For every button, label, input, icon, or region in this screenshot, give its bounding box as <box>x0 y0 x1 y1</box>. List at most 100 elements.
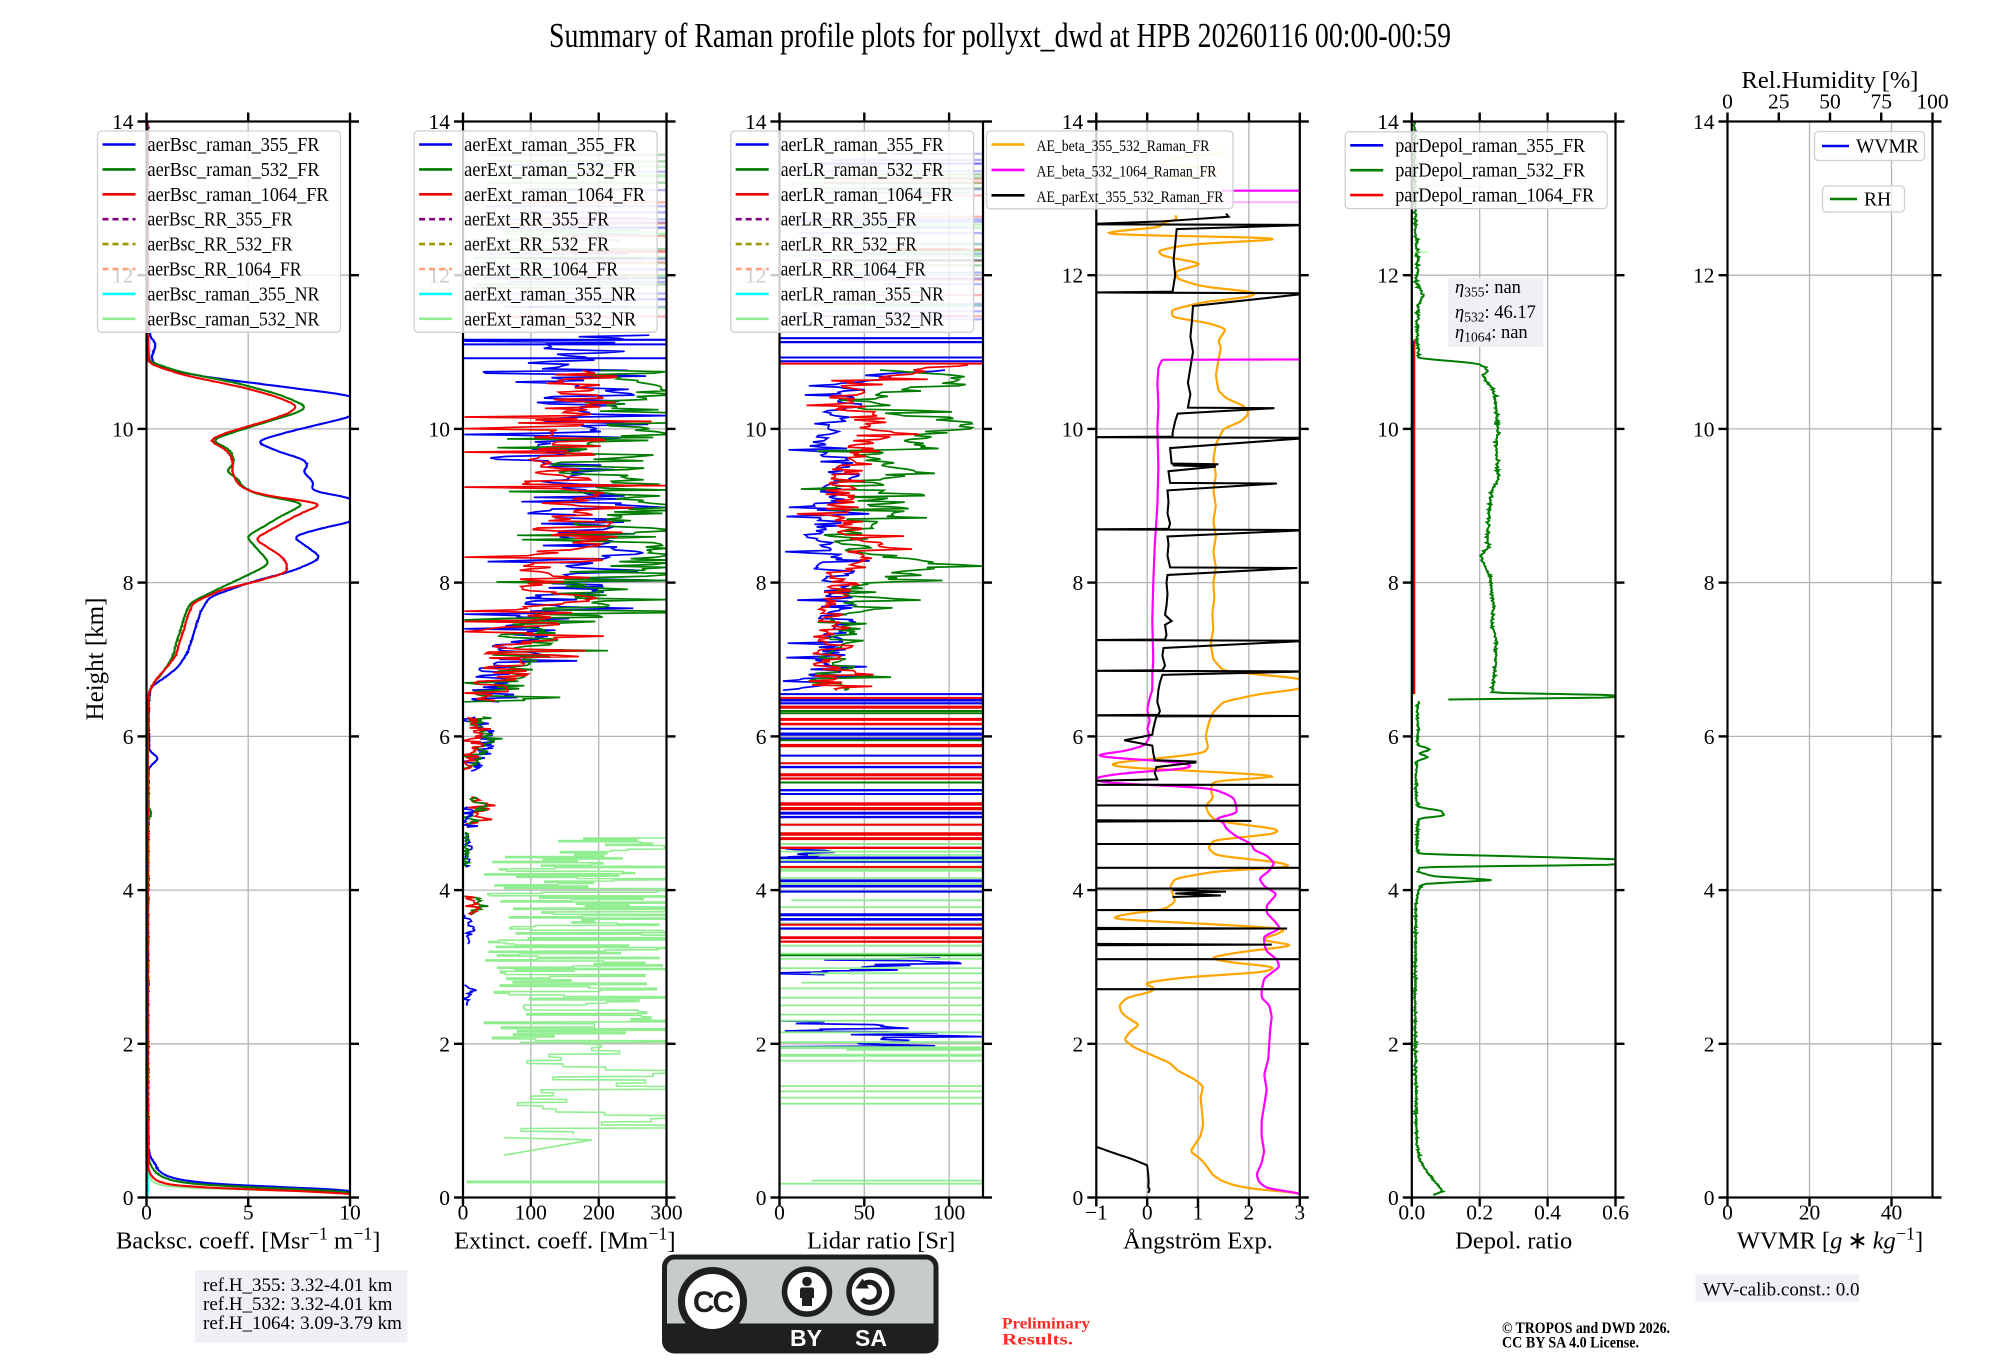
svg-text:Preliminary: Preliminary <box>1002 1316 1090 1333</box>
svg-text:ref.H_532: 3.32-4.01 km: ref.H_532: 3.32-4.01 km <box>203 1294 393 1315</box>
svg-text:Rel.Humidity [%]: Rel.Humidity [%] <box>1742 67 1919 94</box>
svg-text:0.4: 0.4 <box>1534 1201 1561 1225</box>
svg-text:Results.: Results. <box>1002 1332 1073 1349</box>
svg-text:0: 0 <box>1722 1201 1733 1225</box>
svg-text:Depol. ratio: Depol. ratio <box>1455 1228 1572 1255</box>
svg-text:10: 10 <box>745 417 767 441</box>
svg-text:Ångström Exp.: Ångström Exp. <box>1123 1228 1273 1255</box>
svg-text:2: 2 <box>1704 1032 1715 1056</box>
svg-text:BY: BY <box>790 1325 822 1351</box>
svg-text:25: 25 <box>1768 90 1790 114</box>
svg-text:aerExt_raman_532_FR: aerExt_raman_532_FR <box>464 160 636 181</box>
svg-text:14: 14 <box>745 110 767 134</box>
svg-text:aerExt_RR_1064_FR: aerExt_RR_1064_FR <box>464 260 618 281</box>
svg-text:0: 0 <box>756 1186 767 1210</box>
svg-text:aerLR_raman_532_NR: aerLR_raman_532_NR <box>781 309 944 330</box>
svg-text:6: 6 <box>756 725 767 749</box>
svg-text:aerLR_RR_532_FR: aerLR_RR_532_FR <box>781 235 917 256</box>
svg-text:η355: nan: η355: nan <box>1455 278 1521 300</box>
svg-text:ref.H_1064: 3.09-3.79 km: ref.H_1064: 3.09-3.79 km <box>203 1313 402 1334</box>
svg-text:6: 6 <box>1704 725 1715 749</box>
svg-text:0: 0 <box>123 1186 134 1210</box>
svg-text:Lidar ratio [Sr]: Lidar ratio [Sr] <box>807 1228 955 1255</box>
svg-text:Extinct. coeff. [Mm−1​]: Extinct. coeff. [Mm−1​] <box>454 1224 675 1255</box>
svg-text:aerBsc_RR_1064_FR: aerBsc_RR_1064_FR <box>148 260 302 281</box>
svg-text:aerBsc_RR_532_FR: aerBsc_RR_532_FR <box>148 235 293 256</box>
svg-text:parDepol_raman_532_FR: parDepol_raman_532_FR <box>1395 161 1585 182</box>
svg-text:η532: 46.17: η532: 46.17 <box>1455 303 1536 325</box>
svg-text:aerBsc_RR_355_FR: aerBsc_RR_355_FR <box>148 210 293 231</box>
svg-text:2: 2 <box>439 1032 450 1056</box>
svg-text:6: 6 <box>1073 725 1084 749</box>
svg-text:2: 2 <box>1388 1032 1399 1056</box>
svg-text:4: 4 <box>439 879 450 903</box>
svg-text:12: 12 <box>1062 264 1084 288</box>
svg-text:© TROPOS and DWD 2026.: © TROPOS and DWD 2026. <box>1502 1320 1670 1337</box>
svg-text:aerBsc_raman_355_FR: aerBsc_raman_355_FR <box>148 135 320 156</box>
svg-text:10: 10 <box>429 417 451 441</box>
svg-text:0: 0 <box>1388 1186 1399 1210</box>
svg-text:Summary of Raman profile plots: Summary of Raman profile plots for polly… <box>549 16 1451 55</box>
svg-text:6: 6 <box>1388 725 1399 749</box>
svg-text:14: 14 <box>112 110 134 134</box>
svg-text:2: 2 <box>1244 1201 1255 1225</box>
svg-text:aerLR_raman_1064_FR: aerLR_raman_1064_FR <box>781 185 953 206</box>
svg-text:aerExt_RR_355_FR: aerExt_RR_355_FR <box>464 210 609 231</box>
svg-text:6: 6 <box>123 725 134 749</box>
svg-text:10: 10 <box>1693 417 1715 441</box>
svg-text:10: 10 <box>1377 417 1399 441</box>
svg-text:parDepol_raman_1064_FR: parDepol_raman_1064_FR <box>1395 186 1594 207</box>
svg-text:50: 50 <box>1819 90 1841 114</box>
svg-text:CC: CC <box>693 1286 734 1319</box>
svg-text:100: 100 <box>515 1201 547 1225</box>
svg-text:5: 5 <box>243 1201 254 1225</box>
svg-text:6: 6 <box>439 725 450 749</box>
svg-text:aerExt_RR_532_FR: aerExt_RR_532_FR <box>464 235 609 256</box>
svg-text:14: 14 <box>1693 110 1715 134</box>
svg-text:10: 10 <box>1062 417 1084 441</box>
svg-text:40: 40 <box>1881 1201 1903 1225</box>
svg-text:100: 100 <box>1916 90 1948 114</box>
svg-text:10: 10 <box>339 1201 361 1225</box>
svg-text:AE_parExt_355_532_Raman_FR: AE_parExt_355_532_Raman_FR <box>1037 189 1224 206</box>
svg-text:aerLR_RR_1064_FR: aerLR_RR_1064_FR <box>781 260 926 281</box>
svg-text:4: 4 <box>1704 879 1715 903</box>
svg-text:75: 75 <box>1870 90 1892 114</box>
svg-text:2: 2 <box>123 1032 134 1056</box>
svg-text:WVMR: WVMR <box>1856 137 1919 158</box>
svg-text:50: 50 <box>854 1201 876 1225</box>
svg-text:4: 4 <box>123 879 134 903</box>
svg-text:4: 4 <box>1388 879 1399 903</box>
svg-text:300: 300 <box>650 1201 682 1225</box>
svg-text:0: 0 <box>1073 1186 1084 1210</box>
svg-text:4: 4 <box>756 879 767 903</box>
svg-text:10: 10 <box>112 417 134 441</box>
svg-text:8: 8 <box>1388 571 1399 595</box>
svg-text:8: 8 <box>1073 571 1084 595</box>
svg-text:−1: −1 <box>1085 1201 1108 1225</box>
svg-text:CC BY SA 4.0 License.: CC BY SA 4.0 License. <box>1502 1335 1639 1352</box>
svg-text:0: 0 <box>1704 1186 1715 1210</box>
svg-text:0: 0 <box>774 1201 785 1225</box>
svg-text:2: 2 <box>1073 1032 1084 1056</box>
svg-text:200: 200 <box>583 1201 615 1225</box>
svg-text:aerBsc_raman_1064_FR: aerBsc_raman_1064_FR <box>148 185 329 206</box>
svg-text:0.0: 0.0 <box>1398 1201 1425 1225</box>
svg-text:SA: SA <box>855 1325 887 1351</box>
svg-text:0: 0 <box>141 1201 152 1225</box>
svg-text:aerExt_raman_355_FR: aerExt_raman_355_FR <box>464 135 636 156</box>
svg-text:8: 8 <box>756 571 767 595</box>
svg-text:0: 0 <box>1722 90 1733 114</box>
svg-text:Height [km]: Height [km] <box>82 598 109 721</box>
svg-text:0: 0 <box>458 1201 469 1225</box>
svg-text:aerBsc_raman_532_NR: aerBsc_raman_532_NR <box>148 309 320 330</box>
svg-text:aerLR_raman_355_NR: aerLR_raman_355_NR <box>781 284 944 305</box>
svg-text:ref.H_355: 3.32-4.01 km: ref.H_355: 3.32-4.01 km <box>203 1275 393 1296</box>
svg-text:AE_beta_532_1064_Raman_FR: AE_beta_532_1064_Raman_FR <box>1037 163 1217 180</box>
svg-text:η1064: nan: η1064: nan <box>1455 323 1528 345</box>
svg-text:aerExt_raman_355_NR: aerExt_raman_355_NR <box>464 284 636 305</box>
svg-text:0.6: 0.6 <box>1602 1201 1629 1225</box>
svg-text:aerBsc_raman_532_FR: aerBsc_raman_532_FR <box>148 160 320 181</box>
svg-text:8: 8 <box>123 571 134 595</box>
svg-text:12: 12 <box>1377 264 1399 288</box>
